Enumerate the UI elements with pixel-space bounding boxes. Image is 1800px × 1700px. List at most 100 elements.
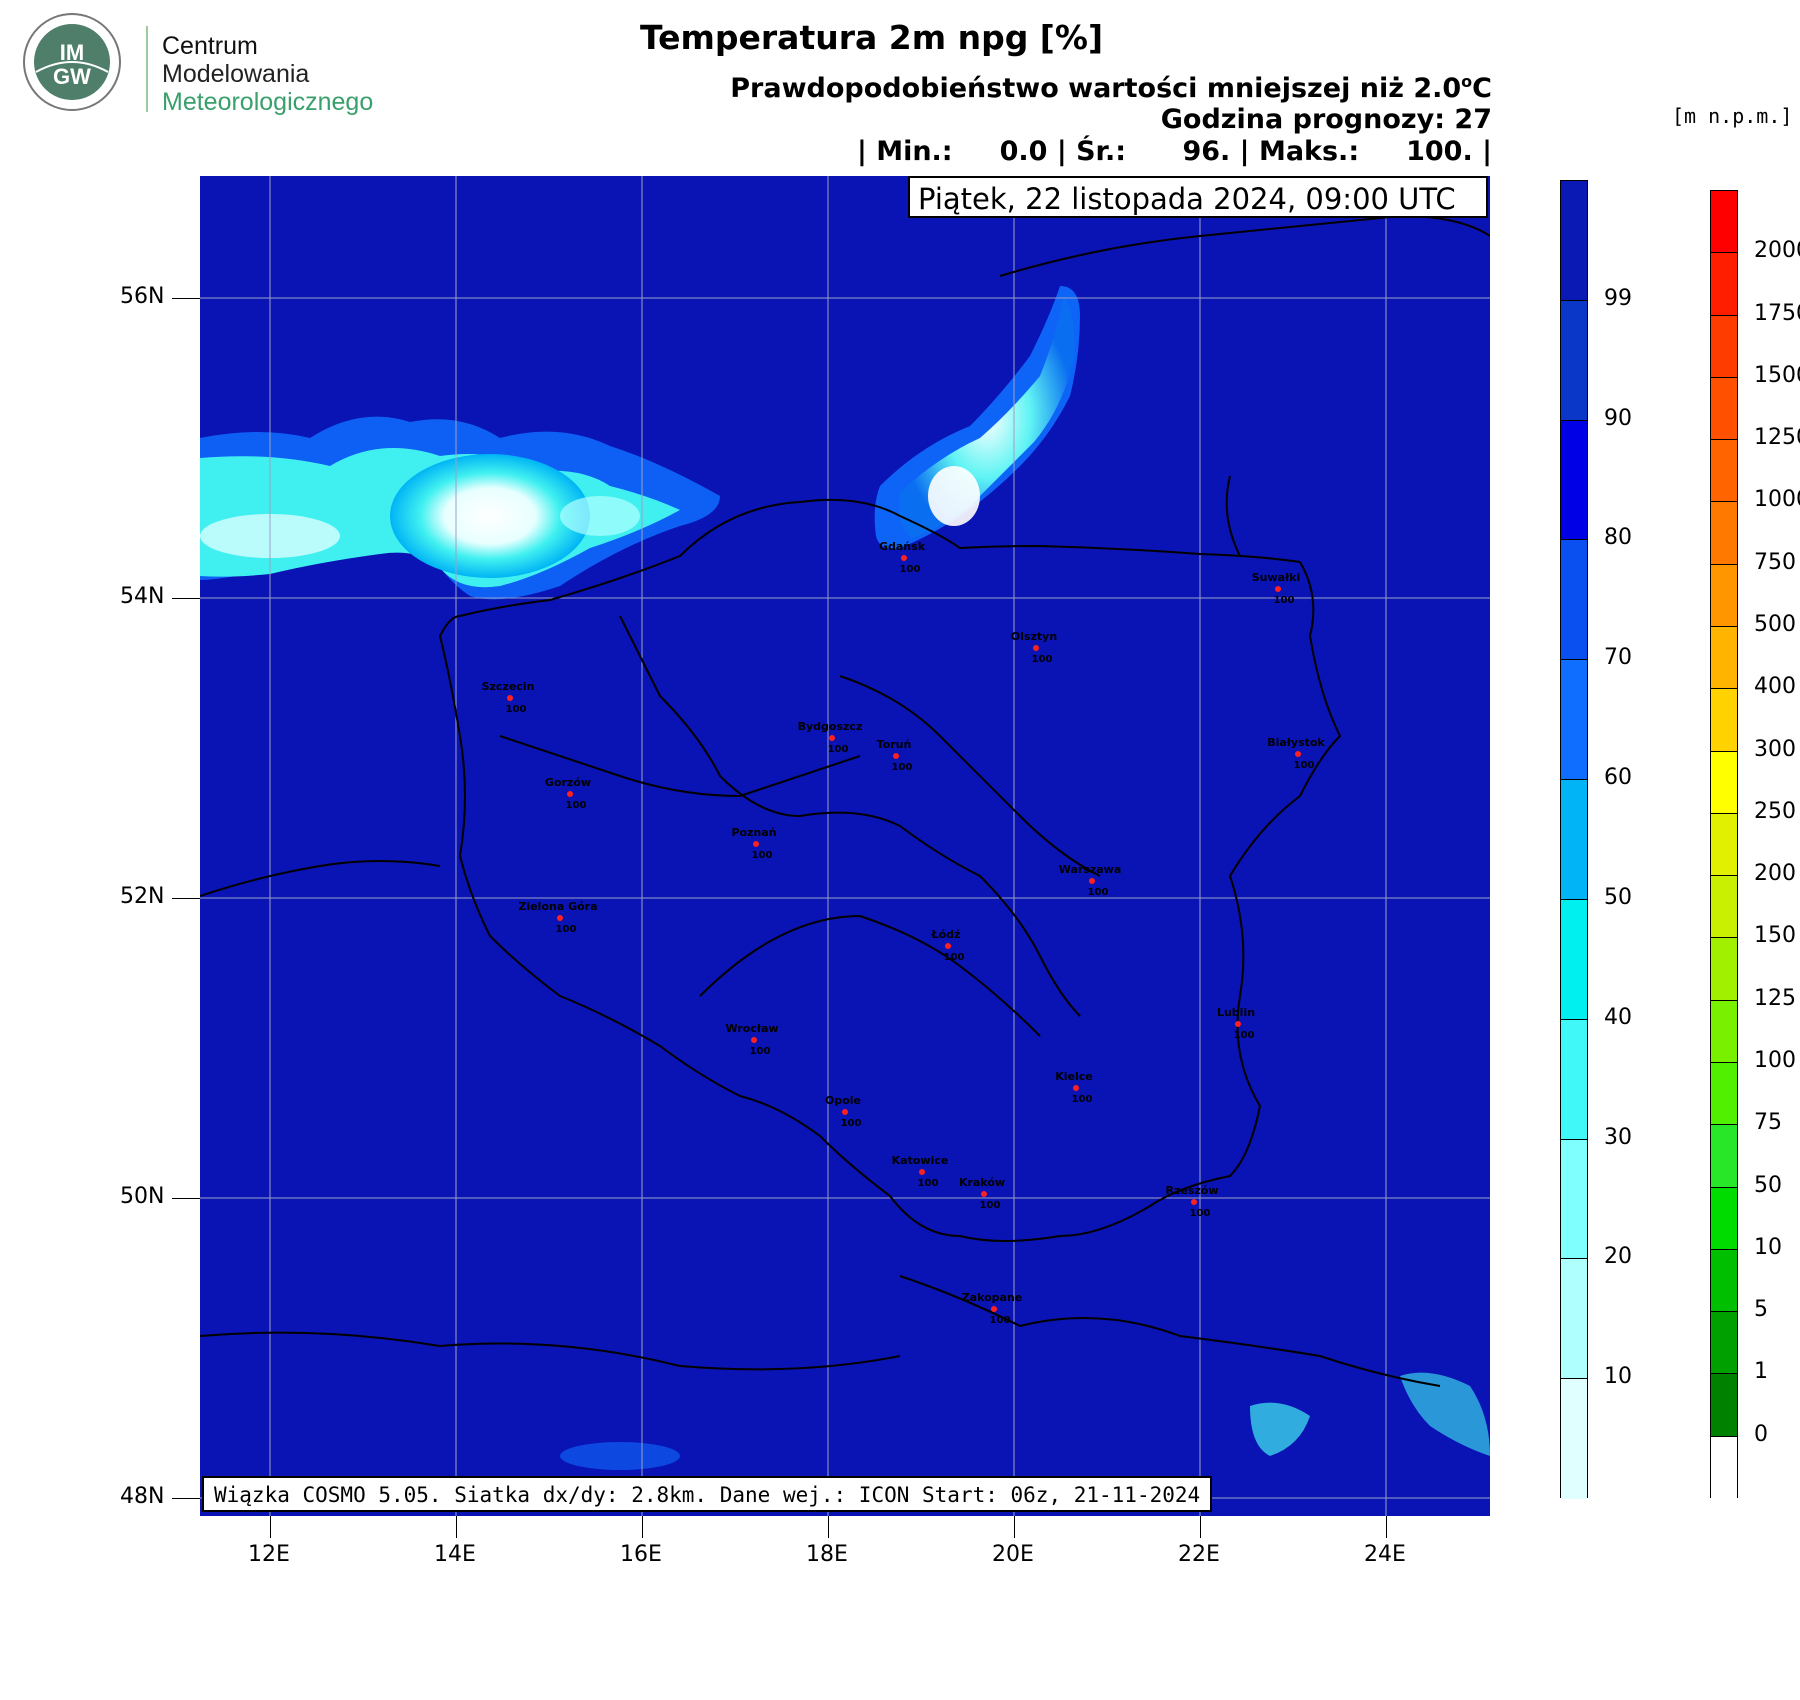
colorbar-label: 80 (1604, 525, 1632, 551)
map-subtitle: Prawdopodobieństwo wartości mniejszej ni… (730, 72, 1492, 104)
kaliningrad-border (1225, 475, 1241, 557)
elevation-colorbar: 2000175015001250100075050040030025020015… (1710, 190, 1800, 1500)
latitude-label: 54N (120, 584, 165, 609)
colorbar-label: 250 (1754, 798, 1796, 824)
city-marker: Olsztyn 100 (1011, 630, 1057, 665)
colorbar-label: 150 (1754, 923, 1796, 949)
city-marker: Wrocław 100 (725, 1022, 778, 1057)
colorbar-segment (1561, 899, 1587, 1020)
city-name: Warszawa (1059, 863, 1122, 876)
organization-name: Centrum Modelowania Meteorologicznego (162, 32, 373, 116)
region-border-4 (839, 675, 1101, 877)
logo-initials-top: IM (60, 40, 84, 65)
city-dot (557, 915, 563, 921)
city-name: Łódź (931, 928, 961, 941)
colorbar-label: 99 (1604, 285, 1632, 311)
city-marker: Zakopane 100 (962, 1291, 1023, 1326)
longitude-label: 16E (620, 1542, 662, 1567)
city-value: 100 (566, 800, 587, 811)
colorbar-segment (1711, 1436, 1737, 1499)
city-value: 100 (752, 850, 773, 861)
longitude-tick (1386, 1516, 1387, 1538)
city-name: Zakopane (962, 1291, 1023, 1304)
city-dot (893, 753, 899, 759)
longitude-tick (270, 1516, 271, 1538)
city-name: Kielce (1055, 1070, 1093, 1083)
city-name: Opole (825, 1094, 861, 1107)
colorbar-label: 1250 (1754, 425, 1800, 451)
city-dot (991, 1306, 997, 1312)
colorbar-label: 2000 (1754, 238, 1800, 264)
city-dot (1191, 1199, 1197, 1205)
city-name: Katowice (892, 1154, 949, 1167)
colorbar-segment (1711, 377, 1737, 441)
colorbar-segment (1711, 253, 1737, 316)
colorbar-segment (1561, 660, 1587, 781)
city-dot (1275, 586, 1281, 592)
colorbar-segment (1561, 540, 1587, 661)
colorbar-segment (1711, 938, 1737, 1001)
colorbar-label: 1 (1754, 1359, 1768, 1385)
city-marker: Rzeszów 100 (1165, 1184, 1218, 1219)
city-value: 100 (828, 744, 849, 755)
city-value: 100 (944, 952, 965, 963)
colorbar-strip (1710, 190, 1738, 1499)
city-value: 100 (900, 564, 921, 575)
city-dot (751, 1037, 757, 1043)
city-value: 100 (1190, 1208, 1211, 1219)
probability-colorbar: 99 90 80 70 60 50 40 30 20 10 (1560, 180, 1660, 1500)
city-value: 100 (1088, 887, 1109, 898)
city-name: Kraków (959, 1176, 1005, 1189)
city-value: 100 (892, 762, 913, 773)
colorbar-segment (1711, 1062, 1737, 1126)
city-value: 100 (918, 1178, 939, 1189)
field-statistics: | Min.: 0.0 | Śr.: 96. | Maks.: 100. | (856, 136, 1492, 167)
colorbar-segment (1711, 315, 1737, 378)
colorbar-label: 75 (1754, 1110, 1782, 1136)
colorbar-label: 20 (1604, 1244, 1632, 1270)
imgw-logo: IM GW Centrum Modelowania Meteorologiczn… (12, 12, 382, 116)
colorbar-segment (1711, 751, 1737, 814)
colorbar-segment (1561, 181, 1587, 301)
colorbar-label: 10 (1754, 1234, 1782, 1260)
colorbar-label: 200 (1754, 861, 1796, 887)
latitude-label: 50N (120, 1184, 165, 1209)
city-name: Wrocław (725, 1022, 778, 1035)
city-name: Gdańsk (879, 540, 926, 553)
colorbar-label: 400 (1754, 674, 1796, 700)
city-marker: Poznań 100 (731, 826, 776, 861)
city-name: Rzeszów (1165, 1184, 1218, 1197)
carpathian-border (899, 1275, 1441, 1387)
city-marker: Opole 100 (825, 1094, 861, 1129)
city-name: Zielona Góra (518, 900, 597, 913)
city-name: Bydgoszcz (798, 720, 863, 733)
colorbar-segment (1711, 502, 1737, 565)
latitude-label: 56N (120, 284, 165, 309)
org-name-line-3: Meteorologicznego (162, 88, 374, 116)
colorbar-segment (1561, 300, 1587, 421)
longitude-label: 20E (992, 1542, 1034, 1567)
longitude-label: 14E (434, 1542, 476, 1567)
city-value: 100 (841, 1118, 862, 1129)
colorbar-strip (1560, 180, 1588, 1499)
city-marker: Toruń 100 (877, 738, 913, 773)
low-probability-areas (200, 286, 1490, 1500)
city-value: 100 (1072, 1094, 1093, 1105)
longitude-tick (1014, 1516, 1015, 1538)
colorbar-label: 1750 (1754, 300, 1800, 326)
longitude-label: 24E (1364, 1542, 1406, 1567)
colorbar-segment (1561, 420, 1587, 541)
city-markers: Gdańsk 100 Suwałki 100 Olsztyn 100 Szczecin 100… (482, 540, 1326, 1326)
colorbar-label: 70 (1604, 645, 1632, 671)
colorbar-label: 50 (1754, 1172, 1782, 1198)
city-marker: Gorzów 100 (545, 776, 591, 811)
city-value: 100 (1234, 1030, 1255, 1041)
city-name: Suwałki (1252, 571, 1301, 584)
city-value: 100 (980, 1200, 1001, 1211)
city-name: Szczecin (482, 680, 535, 693)
city-marker: Katowice 100 (892, 1154, 949, 1189)
city-value: 100 (750, 1046, 771, 1057)
forecast-map[interactable]: Gdańsk 100 Suwałki 100 Olsztyn 100 Szczecin 100… (200, 176, 1490, 1516)
city-value: 100 (990, 1315, 1011, 1326)
city-dot (753, 841, 759, 847)
